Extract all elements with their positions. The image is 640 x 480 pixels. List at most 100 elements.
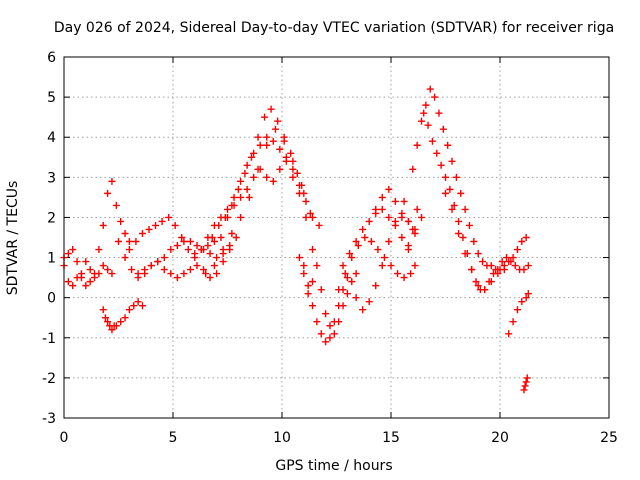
data-point-track-d-13: [210, 238, 218, 246]
data-point-track-n-10: [400, 274, 408, 282]
data-point-track-f-5: [167, 270, 175, 278]
data-point-track-n-1: [341, 270, 349, 278]
data-point-track-d-0: [125, 246, 133, 254]
data-point-track-e-9: [173, 242, 181, 250]
data-point-track-s-8: [455, 217, 463, 225]
data-point-track-v-3: [523, 374, 531, 382]
x-tick-label-3: 15: [382, 430, 400, 446]
data-point-track-n-3: [354, 242, 362, 250]
data-point-track-i-9: [267, 105, 275, 113]
data-point-track-p-6: [391, 217, 399, 225]
data-point-track-r-24: [513, 246, 521, 254]
data-point-track-k-1: [210, 262, 218, 270]
data-point-track-b-2: [69, 246, 77, 254]
data-point-track-k-2: [219, 246, 227, 254]
data-point-track-r-16: [479, 258, 487, 266]
x-tick-label-5: 25: [600, 430, 618, 446]
data-point-track-e-15: [213, 254, 221, 262]
data-point-track-o-1: [346, 250, 354, 258]
data-point-track-t-5: [474, 282, 482, 290]
data-point-track-j-4: [250, 173, 258, 181]
data-point-track-b-4: [77, 274, 85, 282]
data-point-track-n-9: [394, 270, 402, 278]
data-point-track-m-10: [339, 302, 347, 310]
data-point-track-s-4: [437, 161, 445, 169]
data-point-track-r-25: [518, 238, 526, 246]
data-point-track-i-5: [241, 169, 249, 177]
data-point-track-l-1: [304, 282, 312, 290]
data-point-track-j-2: [237, 193, 245, 201]
data-point-track-f-4: [160, 266, 168, 274]
data-point-track-o-0: [339, 262, 347, 270]
data-point-track-s-19: [503, 254, 511, 262]
data-point-track-m-13: [352, 270, 360, 278]
data-point-track-d-14: [217, 234, 225, 241]
data-point-track-v-2: [522, 378, 530, 386]
data-point-track-u-1: [509, 318, 517, 326]
y-tick-label-7: 4: [47, 130, 56, 146]
data-point-track-d-2: [138, 229, 146, 237]
data-point-track-o-9: [398, 234, 406, 241]
data-point-track-m-0: [295, 254, 303, 262]
data-point-track-a-11: [108, 270, 116, 278]
data-point-track-w-2: [409, 225, 417, 233]
y-tick-label-5: 2: [47, 210, 56, 226]
data-point-track-f-11: [206, 274, 214, 282]
data-point-track-t-3: [461, 250, 469, 258]
data-point-track-o-7: [385, 213, 393, 221]
data-point-track-e-2: [128, 266, 136, 274]
data-point-track-e-11: [186, 238, 194, 246]
data-point-track-g-7: [117, 318, 125, 326]
data-point-track-h-12: [269, 137, 277, 145]
data-point-track-q-6: [411, 262, 419, 270]
data-point-track-p-4: [378, 262, 386, 270]
data-point-track-g-0: [99, 306, 107, 314]
data-point-track-i-1: [215, 221, 223, 229]
data-point-track-u-5: [524, 290, 532, 298]
data-point-track-n-11: [407, 270, 415, 278]
data-point-track-r-23: [509, 254, 517, 262]
data-point-track-a-10: [104, 266, 112, 274]
data-point-track-p-1: [359, 306, 367, 314]
data-point-track-f-7: [180, 270, 188, 278]
data-point-track-l-4: [317, 330, 325, 338]
data-point-track-q-3: [391, 197, 399, 205]
data-point-track-f-10: [200, 266, 208, 274]
data-point-track-f-6: [173, 274, 181, 282]
data-point-track-f-8: [186, 266, 194, 274]
data-point-track-f-0: [134, 274, 142, 282]
data-point-track-p-3: [372, 282, 380, 290]
data-point-track-l-6: [326, 334, 334, 342]
data-point-track-j-7: [269, 177, 277, 185]
data-point-track-f-2: [147, 262, 155, 270]
data-point-track-b-3: [73, 258, 81, 266]
y-tick-label-9: 6: [47, 50, 56, 66]
data-point-track-m-8: [330, 330, 338, 338]
data-point-track-s-2: [428, 137, 436, 145]
data-point-track-o-6: [378, 205, 386, 213]
y-axis-ticks: -3 -2 -1 0 1 2 3 4 5 6: [42, 50, 609, 427]
data-point-track-l-2: [309, 302, 317, 310]
data-point-track-r-0: [409, 165, 417, 173]
data-point-track-v-0: [520, 386, 528, 394]
data-point-track-h-13: [276, 145, 284, 153]
data-point-track-h-11: [263, 133, 271, 141]
data-point-track-k-8: [271, 125, 279, 133]
data-point-track-e-12: [193, 242, 201, 250]
data-point-track-j-12: [302, 197, 310, 205]
data-point-track-s-7: [450, 201, 458, 209]
data-point-track-r-8: [444, 141, 452, 149]
data-point-track-e-1: [121, 254, 129, 262]
data-point-track-i-4: [234, 185, 242, 193]
data-point-track-n-2: [348, 254, 356, 262]
data-point-track-i-0: [208, 234, 216, 241]
data-point-track-w-0: [400, 197, 408, 205]
data-point-track-k-12: [306, 209, 314, 217]
data-point-track-i-10: [274, 117, 282, 125]
data-point-track-o-4: [365, 217, 373, 225]
data-point-track-v-1: [521, 382, 529, 390]
data-point-track-k-9: [280, 137, 288, 145]
data-point-track-h-18: [309, 246, 317, 254]
data-point-track-h-8: [243, 161, 251, 169]
